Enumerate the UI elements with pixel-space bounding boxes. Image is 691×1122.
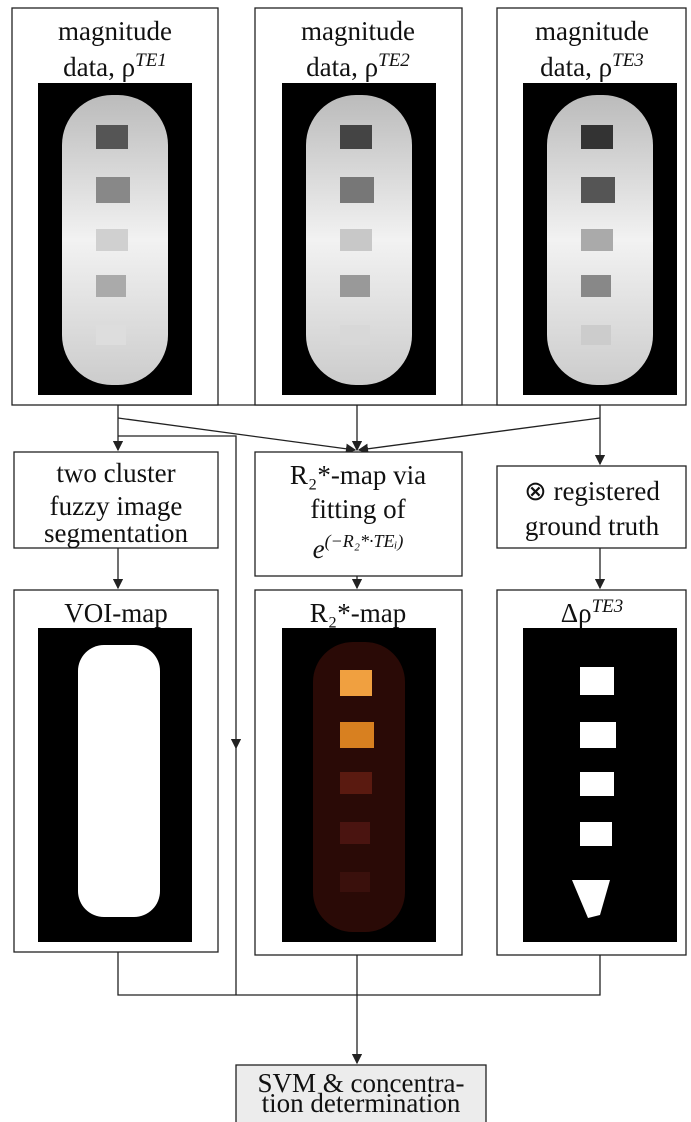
label: ground truth <box>525 511 660 541</box>
label: magnitude <box>535 16 649 46</box>
diagram: magnitude data, ρTE1 magnitude data, ρTE… <box>0 0 691 1122</box>
svg-text:magnitude: magnitude <box>535 16 649 46</box>
top-box: magnitude data, ρTE1 <box>12 8 218 405</box>
process-box: two cluster fuzzy image segmentation <box>14 452 218 548</box>
label: magnitude <box>58 16 172 46</box>
map-box: VOI-map <box>14 590 218 952</box>
label: R₂*-map via <box>290 460 426 490</box>
svg-text:magnitude: magnitude <box>58 16 172 46</box>
label: data, ρ <box>63 52 135 82</box>
label: Δρ <box>561 598 592 628</box>
label: magnitude <box>301 16 415 46</box>
superscript: TE2 <box>378 50 410 71</box>
label: tion determination <box>262 1088 461 1118</box>
final-box: SVM & concentra- tion determination <box>236 1065 486 1122</box>
superscript: TE3 <box>592 596 624 617</box>
label: data, ρ <box>540 52 612 82</box>
label: fitting of <box>310 494 405 524</box>
formula: e <box>313 534 325 564</box>
label: VOI-map <box>64 598 167 628</box>
superscript: TE3 <box>612 50 644 71</box>
process-box: R₂*-map via fitting of e(−R₂*·TEᵢ) <box>255 452 462 576</box>
label: segmentation <box>44 518 188 548</box>
label: two cluster <box>56 458 175 488</box>
top-box: magnitude data, ρTE2 <box>255 8 462 405</box>
map-box: R₂*-map <box>255 590 462 955</box>
process-box: ⊗ registered ground truth <box>497 466 686 548</box>
map-box: ΔρTE3 <box>497 590 686 955</box>
superscript: TE1 <box>135 50 167 71</box>
label: R₂*-map <box>310 598 406 628</box>
label: data, ρ <box>306 52 378 82</box>
label: ⊗ registered <box>524 476 660 506</box>
label: fuzzy image <box>50 491 183 521</box>
svg-text:magnitude: magnitude <box>301 16 415 46</box>
formula-exponent: (−R₂*·TEᵢ) <box>325 531 404 552</box>
top-box: magnitude data, ρTE3 <box>497 8 686 405</box>
